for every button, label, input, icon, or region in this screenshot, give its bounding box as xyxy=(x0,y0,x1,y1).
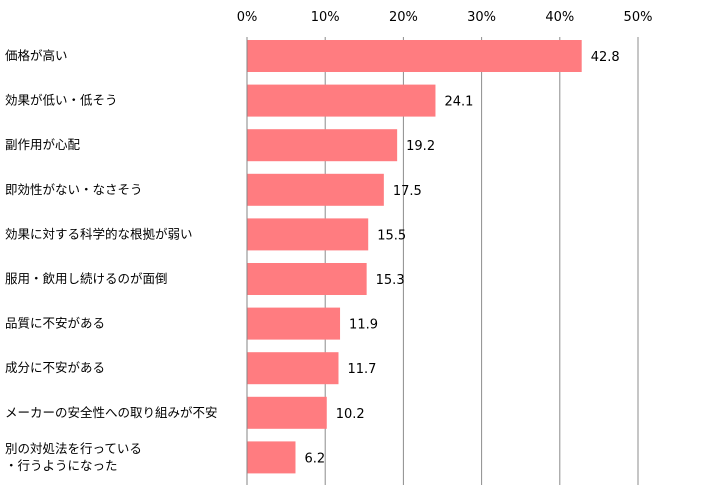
category-label: 成分に不安がある xyxy=(5,360,105,375)
bar xyxy=(247,84,436,117)
x-tick-label: 50% xyxy=(624,10,653,25)
category-label: メーカーの安全性への取り組みが不安 xyxy=(5,405,218,420)
data-label: 11.7 xyxy=(347,362,376,377)
x-tick-label: 30% xyxy=(467,10,496,25)
bar xyxy=(247,40,582,72)
bar xyxy=(247,307,341,340)
category-label: 品質に不安がある xyxy=(5,316,105,331)
data-label: 15.3 xyxy=(376,273,405,288)
x-tick-label: 40% xyxy=(545,10,574,25)
bar xyxy=(247,263,367,295)
bar xyxy=(247,129,398,162)
category-label: 価格が高い xyxy=(5,48,68,63)
category-label: 効果に対する科学的な根拠が弱い xyxy=(5,226,193,241)
data-label: 15.5 xyxy=(377,228,406,243)
category-label: 服用・飲用し続けるのが面倒 xyxy=(5,271,168,286)
data-label: 6.2 xyxy=(304,451,325,466)
x-tick-label: 10% xyxy=(311,10,340,25)
data-label: 24.1 xyxy=(444,95,473,110)
data-label: 42.8 xyxy=(591,50,620,65)
bars xyxy=(247,40,582,474)
data-label: 17.5 xyxy=(393,184,422,199)
x-tick-label: 20% xyxy=(389,10,418,25)
bar xyxy=(247,441,296,474)
data-label: 11.9 xyxy=(349,318,378,333)
x-axis-tick-labels: 0% 10% 20% 30% 40% 50% xyxy=(237,10,653,25)
bar xyxy=(247,396,327,429)
bar xyxy=(247,352,339,385)
bar xyxy=(247,218,369,251)
category-label: 効果が低い・低そう xyxy=(5,93,118,108)
bar xyxy=(247,173,384,206)
data-labels: 42.8 24.1 19.2 17.5 15.5 15.3 11.9 11.7 10.2 6.2 xyxy=(304,50,619,466)
category-label: 即効性がない・なさそう xyxy=(5,182,143,197)
category-labels: 価格が高い効果が低い・低そう副作用が心配即効性がない・なさそう効果に対する科学的… xyxy=(5,48,218,473)
data-label: 19.2 xyxy=(406,139,435,154)
category-label: 別の対処法を行っている・行うようになった xyxy=(5,441,142,473)
x-tick-label: 0% xyxy=(237,10,258,25)
data-label: 10.2 xyxy=(336,407,365,422)
category-label: 副作用が心配 xyxy=(5,137,81,152)
